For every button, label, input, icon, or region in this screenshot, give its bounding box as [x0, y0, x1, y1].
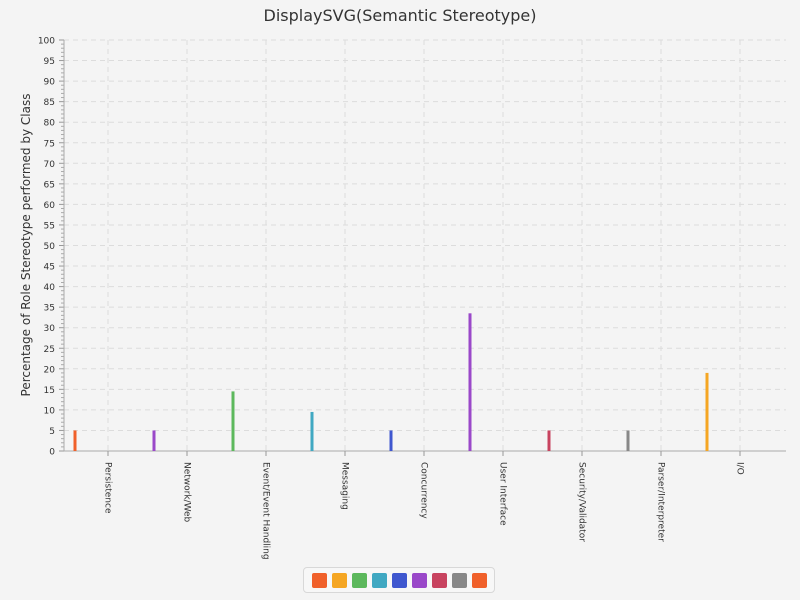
y-tick-label: 10 — [44, 406, 56, 416]
y-tick-label: 60 — [44, 201, 56, 211]
legend-swatch — [471, 572, 487, 588]
legend-swatch — [451, 572, 467, 588]
y-tick-label: 25 — [44, 345, 55, 355]
x-tick-label: Concurrency — [419, 462, 429, 519]
bar — [310, 411, 314, 451]
x-tick-label: Parser/Interpreter — [656, 462, 666, 542]
y-tick-label: 90 — [44, 78, 56, 88]
bar — [705, 372, 709, 451]
y-tick-label: 5 — [49, 427, 55, 437]
x-tick-label: Network/Web — [182, 462, 192, 523]
legend — [303, 567, 495, 593]
x-tick-label: Persistence — [103, 462, 113, 514]
x-tick-label: I/O — [735, 462, 745, 475]
legend-swatch — [311, 572, 327, 588]
legend-swatch — [391, 572, 407, 588]
bar — [152, 430, 156, 451]
legend-swatch — [431, 572, 447, 588]
y-tick-label: 75 — [44, 139, 55, 149]
y-tick-label: 70 — [44, 160, 56, 170]
legend-swatch — [331, 572, 347, 588]
x-tick-label: User Interface — [498, 462, 508, 526]
legend-swatch — [411, 572, 427, 588]
bar — [231, 391, 235, 451]
bar — [468, 313, 472, 451]
y-tick-label: 65 — [44, 180, 55, 190]
y-tick-label: 80 — [44, 119, 56, 129]
y-tick-label: 15 — [44, 386, 55, 396]
y-tick-label: 20 — [44, 365, 56, 375]
y-tick-label: 55 — [44, 221, 55, 231]
x-tick-label: Messaging — [340, 462, 350, 510]
x-tick-label: Event/Event Handling — [261, 462, 271, 560]
y-tick-label: 85 — [44, 98, 55, 108]
legend-swatch — [371, 572, 387, 588]
x-tick-label: Security/Validator — [577, 462, 587, 542]
y-tick-label: 95 — [44, 57, 55, 67]
y-tick-label: 30 — [44, 324, 56, 334]
y-tick-label: 45 — [44, 263, 55, 273]
y-tick-label: 100 — [38, 37, 55, 47]
chart-title: DisplaySVG(Semantic Stereotype) — [263, 6, 537, 25]
y-tick-label: 40 — [44, 283, 56, 293]
y-tick-label: 35 — [44, 304, 55, 314]
bar — [626, 430, 630, 451]
bar — [389, 430, 393, 451]
y-tick-label: 0 — [49, 448, 55, 458]
legend-swatch — [351, 572, 367, 588]
y-tick-label: 50 — [44, 242, 56, 252]
bar — [73, 430, 77, 451]
bar — [547, 430, 551, 451]
